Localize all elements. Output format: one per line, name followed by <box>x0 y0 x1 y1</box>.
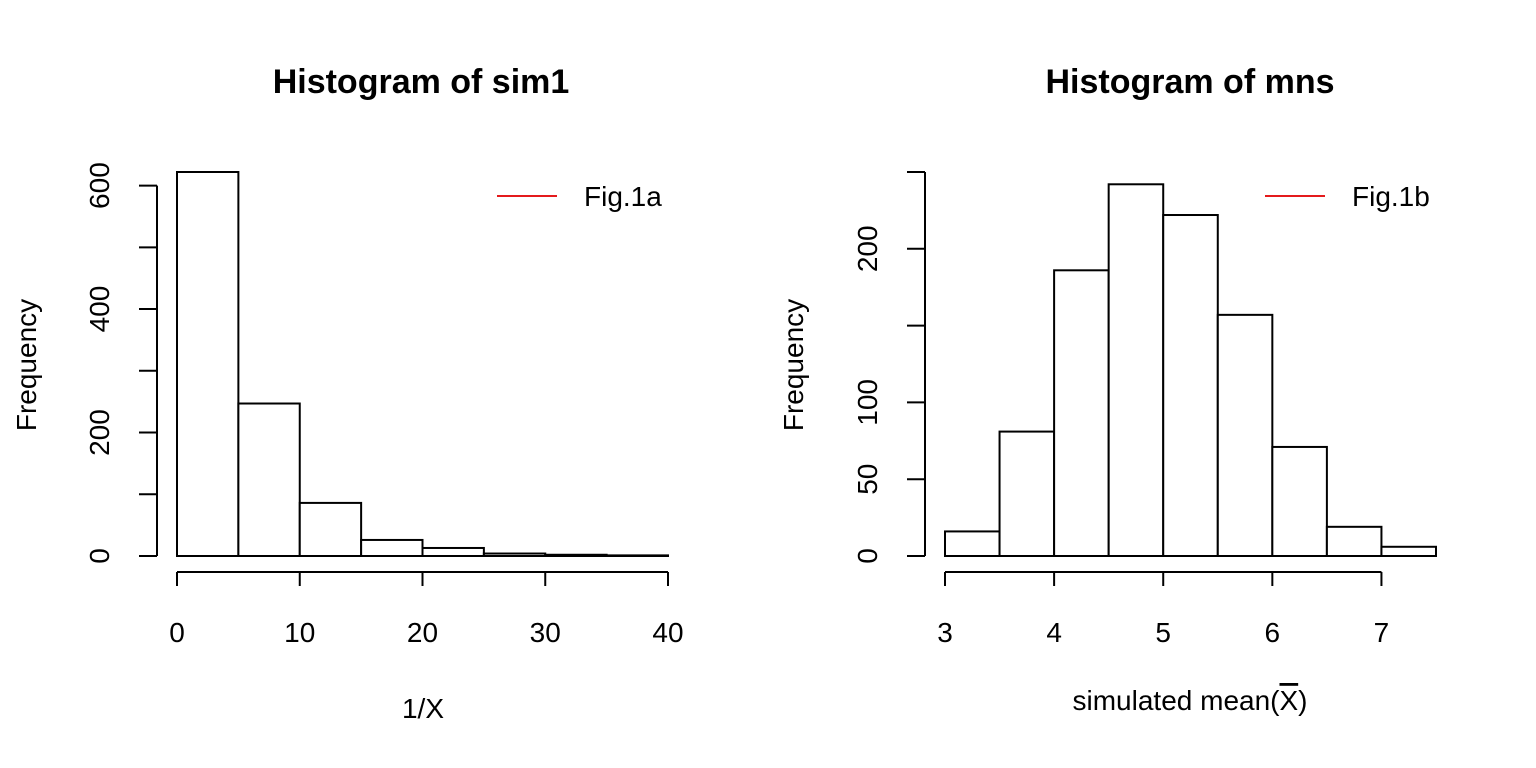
histogram-panel-sim1: Histogram of sim1 Frequency 1/X 0 10 20 30 4… <box>11 63 684 724</box>
y-tick-label: 100 <box>852 379 883 426</box>
histogram-bar <box>1271 445 1328 557</box>
histogram-bar <box>482 552 547 557</box>
x-tick-label: 30 <box>530 617 561 648</box>
histogram-bar <box>605 554 669 557</box>
y-tick-label: 200 <box>84 409 115 456</box>
legend: Fig.1a <box>497 181 662 212</box>
histogram-bar <box>176 171 240 557</box>
axes: 3 4 5 6 7 0 50 100 200 <box>852 171 1390 648</box>
bars <box>176 171 669 558</box>
x-tick-label: 20 <box>407 617 438 648</box>
y-axis-label: Frequency <box>778 299 809 431</box>
y-tick-label: 50 <box>852 464 883 495</box>
legend: Fig.1b <box>1265 181 1430 212</box>
x-tick-label: 3 <box>937 617 953 648</box>
x-axis-label: 1/X <box>402 693 444 724</box>
x-axis-label-xbar: X <box>1279 685 1298 716</box>
x-tick-label: 40 <box>652 617 683 648</box>
histogram-bar <box>998 430 1056 558</box>
x-tick-label: 6 <box>1265 617 1281 648</box>
legend-label: Fig.1a <box>584 181 662 212</box>
y-tick-label: 0 <box>84 548 115 564</box>
histogram-bar <box>298 501 363 557</box>
histogram-bar <box>1107 183 1165 557</box>
chart-title: Histogram of sim1 <box>273 63 570 101</box>
histogram-bar <box>544 553 608 557</box>
bars <box>944 183 1438 558</box>
x-tick-label: 0 <box>169 617 185 648</box>
chart-title: Histogram of mns <box>1045 63 1334 101</box>
x-axis-label-prefix: simulated mean( <box>1073 685 1281 716</box>
histogram-bar <box>1053 269 1110 557</box>
x-tick-label: 7 <box>1374 617 1390 648</box>
histogram-bar <box>421 546 485 558</box>
histogram-bar <box>237 402 301 557</box>
y-tick-label: 0 <box>852 548 883 564</box>
y-tick-label: 400 <box>84 286 115 333</box>
histogram-bar <box>1380 545 1438 557</box>
histogram-bar <box>944 530 1001 558</box>
x-axis-label-suffix: ) <box>1298 685 1307 716</box>
histogram-panel-mns: Histogram of mns Frequency simulated mea… <box>778 63 1438 716</box>
histogram-bar <box>360 538 424 557</box>
y-axis-label: Frequency <box>11 299 42 431</box>
x-tick-label: 5 <box>1155 617 1171 648</box>
legend-label: Fig.1b <box>1352 181 1430 212</box>
x-tick-label: 10 <box>284 617 315 648</box>
x-tick-label: 4 <box>1046 617 1062 648</box>
y-tick-label: 600 <box>84 162 115 209</box>
x-axis-label: simulated mean(X) <box>1073 685 1308 716</box>
histogram-bar <box>1216 313 1274 557</box>
histogram-bar <box>1325 525 1383 557</box>
histogram-bar <box>1162 214 1219 557</box>
y-tick-label: 200 <box>852 225 883 272</box>
